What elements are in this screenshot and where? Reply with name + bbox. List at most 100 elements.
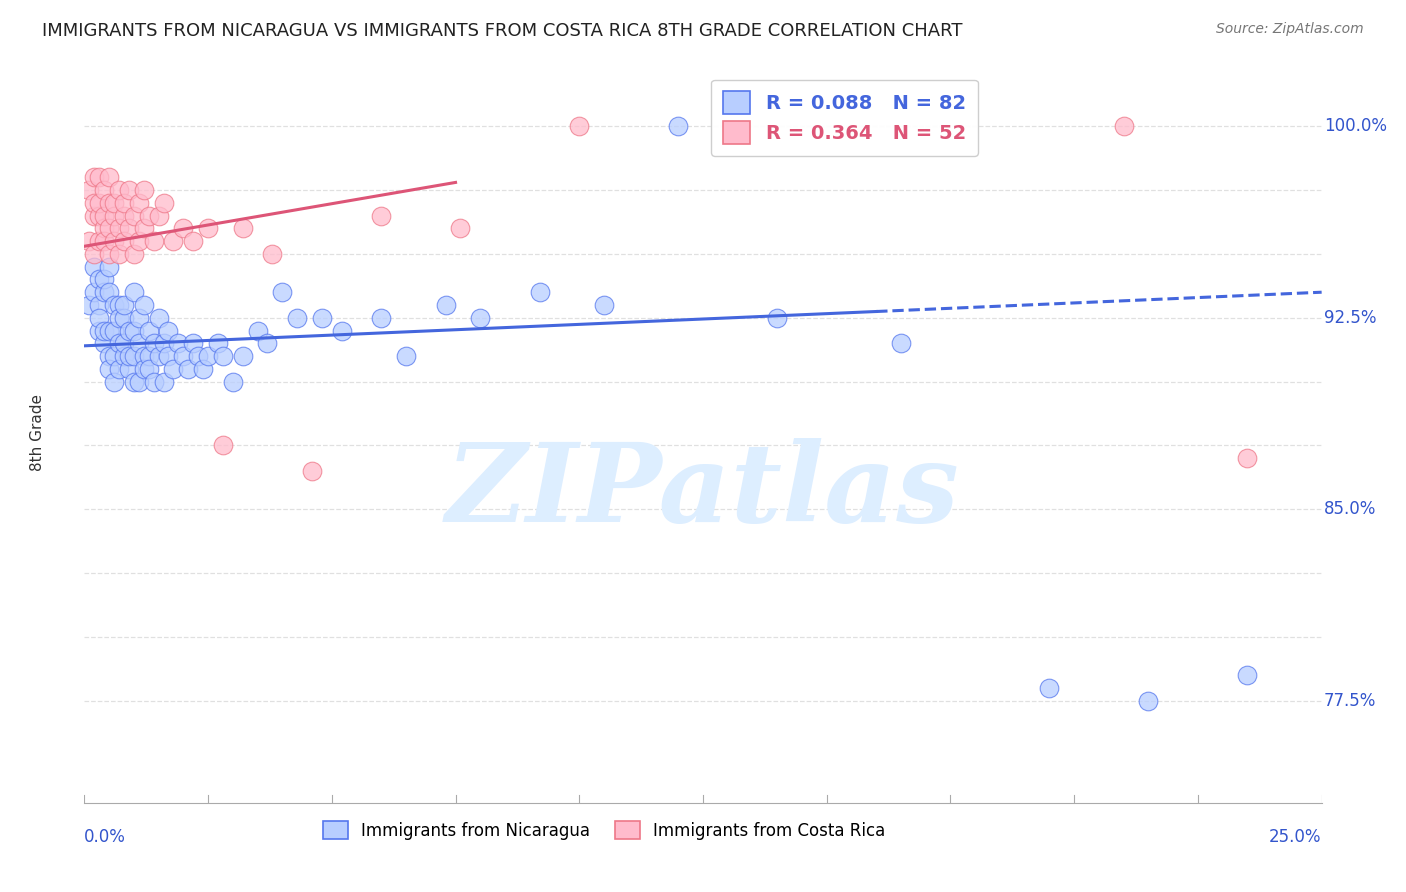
Point (83, 195, 105, 210)
Point (370, 209, 392, 223)
Point (370, 310, 392, 325)
Point (395, 349, 418, 363)
Point (89, 298, 111, 312)
Point (118, 324, 141, 338)
Point (112, 195, 135, 210)
Text: 100.0%: 100.0% (1324, 117, 1388, 136)
Point (172, 349, 194, 363)
Point (593, 298, 616, 312)
Point (187, 349, 209, 363)
Point (285, 310, 308, 325)
Point (108, 183, 131, 197)
Point (108, 336, 131, 351)
Text: ZIPatlas: ZIPatlas (446, 438, 960, 546)
Text: 0.0%: 0.0% (84, 829, 127, 847)
Text: 92.5%: 92.5% (1324, 309, 1376, 326)
Point (108, 310, 131, 325)
Point (212, 349, 235, 363)
Point (138, 349, 160, 363)
Point (112, 298, 135, 312)
Point (128, 310, 150, 325)
Point (103, 375, 125, 389)
Point (89, 324, 111, 338)
Point (93, 336, 115, 351)
Point (83, 285, 105, 300)
Point (93, 272, 115, 286)
Point (108, 361, 131, 376)
Point (112, 349, 135, 363)
Point (529, 285, 551, 300)
Point (157, 324, 180, 338)
Point (271, 285, 294, 300)
Point (108, 298, 131, 312)
Point (118, 361, 141, 376)
Point (122, 349, 145, 363)
Point (207, 336, 229, 351)
Point (162, 234, 184, 248)
Point (1236, 451, 1258, 466)
Legend: Immigrants from Nicaragua, Immigrants from Costa Rica: Immigrants from Nicaragua, Immigrants fr… (316, 814, 893, 847)
Point (112, 310, 135, 325)
Point (98, 349, 121, 363)
Point (1236, 668, 1258, 682)
Point (666, 120, 689, 134)
Point (89, 310, 111, 325)
Point (83, 170, 105, 185)
Point (890, 336, 912, 351)
Point (89, 170, 111, 185)
Text: 8th Grade: 8th Grade (30, 394, 45, 471)
Point (122, 209, 145, 223)
Text: 25.0%: 25.0% (1270, 829, 1322, 847)
Point (766, 310, 789, 325)
Point (232, 349, 254, 363)
Point (83, 209, 105, 223)
Point (89, 195, 111, 210)
Point (89, 272, 111, 286)
Point (197, 349, 219, 363)
Point (212, 438, 235, 452)
Point (93, 221, 115, 235)
Point (152, 195, 174, 210)
Point (103, 324, 125, 338)
Point (103, 209, 125, 223)
Point (122, 375, 145, 389)
Point (262, 247, 284, 261)
Point (112, 209, 135, 223)
Point (148, 209, 170, 223)
Point (181, 336, 204, 351)
Point (1038, 681, 1060, 695)
Point (470, 310, 492, 325)
Point (103, 349, 125, 363)
Point (89, 209, 111, 223)
Text: 85.0%: 85.0% (1324, 500, 1376, 518)
Point (142, 336, 165, 351)
Point (122, 247, 145, 261)
Point (232, 221, 254, 235)
Point (98, 361, 121, 376)
Point (301, 464, 323, 478)
Point (98, 285, 121, 300)
Point (79, 298, 101, 312)
Point (1137, 694, 1160, 708)
Point (112, 234, 135, 248)
Point (157, 349, 180, 363)
Point (98, 324, 121, 338)
Text: IMMIGRANTS FROM NICARAGUA VS IMMIGRANTS FROM COSTA RICA 8TH GRADE CORRELATION CH: IMMIGRANTS FROM NICARAGUA VS IMMIGRANTS … (42, 22, 963, 40)
Point (122, 324, 145, 338)
Point (112, 336, 135, 351)
Point (89, 234, 111, 248)
Point (98, 260, 121, 274)
Point (118, 349, 141, 363)
Point (167, 336, 190, 351)
Point (83, 247, 105, 261)
Point (138, 209, 160, 223)
Point (148, 349, 170, 363)
Point (330, 324, 353, 338)
Text: Source: ZipAtlas.com: Source: ZipAtlas.com (1216, 22, 1364, 37)
Point (132, 349, 155, 363)
Point (568, 120, 591, 134)
Point (142, 234, 165, 248)
Point (152, 375, 174, 389)
Point (311, 310, 333, 325)
Point (108, 247, 131, 261)
